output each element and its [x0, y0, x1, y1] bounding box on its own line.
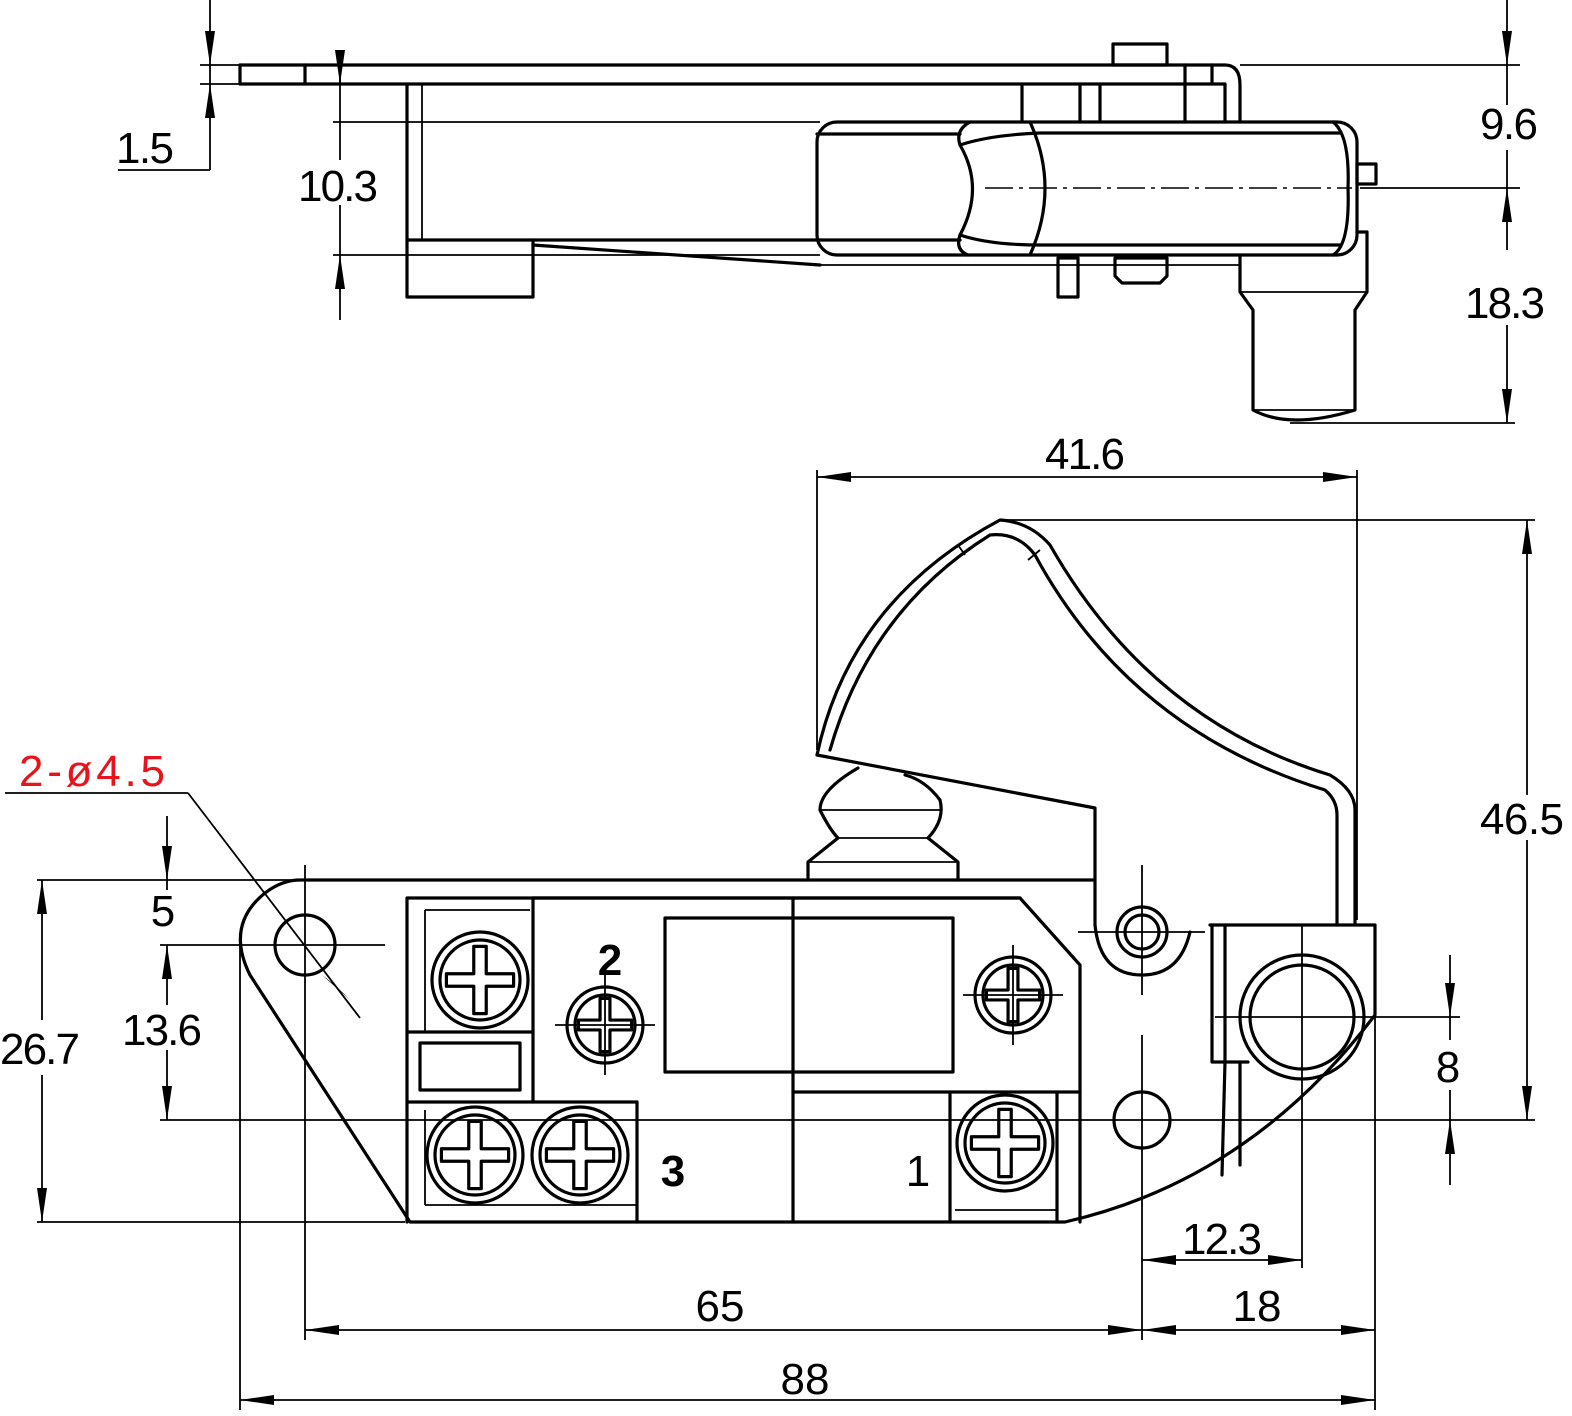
- dimension-arrowhead: [205, 84, 215, 118]
- screw-icon: [530, 1105, 630, 1205]
- mounting-plate-top: [238, 63, 1242, 124]
- hole-leader-arrowhead: [322, 975, 350, 1000]
- dim-overall-length: 88: [781, 1355, 830, 1404]
- dimension-arrowhead: [1502, 389, 1512, 423]
- dimension-arrowhead: [1268, 1255, 1302, 1265]
- dimension-arrowhead: [305, 1325, 339, 1335]
- dimension-arrowhead: [1445, 1120, 1455, 1154]
- top-tab: [1111, 42, 1169, 67]
- dimension-arrowhead: [1502, 188, 1512, 222]
- dimension-arrowhead: [37, 1188, 47, 1222]
- terminal-label-1: 1: [906, 1147, 930, 1196]
- plug-cylinder: [1238, 230, 1369, 422]
- screw-icon: [955, 1093, 1055, 1193]
- dimension-arrows: [37, 31, 1532, 1405]
- front-view: 2 3 1 41.6 46.5 2-ø4.5 5 13.6 26.7 8 1: [0, 430, 1564, 1410]
- dim-top-to-axis: 9.6: [1480, 100, 1538, 149]
- dimension-arrowhead: [162, 1086, 172, 1120]
- dimension-arrowhead: [1522, 520, 1532, 554]
- dimension-arrowhead: [1142, 1255, 1176, 1265]
- dimension-arrowhead: [1445, 983, 1455, 1017]
- switch-body: [238, 878, 1377, 1224]
- dimension-arrowhead: [37, 880, 47, 914]
- dim-hole-offset-top: 5: [151, 887, 175, 936]
- dim-button-to-hole: 12.3: [1182, 1215, 1262, 1264]
- terminal-label-2: 2: [598, 936, 622, 985]
- nut: [1113, 256, 1169, 285]
- dimension-arrowhead: [1522, 1086, 1532, 1120]
- dimension-arrowhead: [162, 945, 172, 979]
- dimension-arrowhead: [1341, 1395, 1375, 1405]
- trigger: [815, 518, 1357, 927]
- screw-icon: [425, 1105, 525, 1205]
- dimension-arrowhead: [240, 1395, 274, 1405]
- dim-hole-spacing: 65: [696, 1282, 745, 1331]
- dim-axis-to-bottom: 18.3: [1465, 279, 1545, 328]
- dim-plate-thickness: 1.5: [116, 124, 174, 173]
- label-area: [663, 916, 955, 1074]
- dimension-arrowhead: [1323, 472, 1357, 482]
- terminal-screws: [425, 930, 1063, 1205]
- mounting-plate-bottom: [238, 63, 1227, 124]
- dimension-arrowhead: [1142, 1325, 1176, 1335]
- dimension-arrowhead: [1341, 1325, 1375, 1335]
- dimension-arrowhead: [205, 31, 215, 65]
- trigger-body-side: [815, 120, 1359, 257]
- dim-hole-vertical: 13.6: [122, 1006, 202, 1055]
- dim-hole-callout: 2-ø4.5: [19, 747, 165, 796]
- housing-side: [405, 82, 535, 299]
- indicator-window: [418, 1041, 522, 1092]
- dim-hole-right-edge: 18: [1233, 1282, 1282, 1331]
- dimension-arrowhead: [335, 50, 345, 84]
- dimension-arrowhead: [335, 255, 345, 289]
- dimension-arrowhead: [162, 846, 172, 880]
- dim-trigger-width: 41.6: [1045, 430, 1125, 479]
- screw-icon: [963, 945, 1063, 1045]
- bellows: [806, 766, 960, 882]
- dimension-arrowhead: [817, 472, 851, 482]
- dim-body-height-side: 10.3: [298, 162, 378, 211]
- dim-total-height: 46.5: [1480, 795, 1564, 844]
- dimension-arrowhead: [1108, 1325, 1142, 1335]
- screw-icon: [555, 975, 655, 1075]
- terminal-label-3: 3: [661, 1147, 685, 1196]
- dim-body-height-front: 26.7: [0, 1025, 80, 1074]
- dim-button-offset: 8: [1436, 1043, 1460, 1092]
- dimension-arrowhead: [1502, 31, 1512, 65]
- side-view: 1.5 10.3 9.6 18.3: [116, 0, 1545, 424]
- screw-icon: [430, 930, 530, 1030]
